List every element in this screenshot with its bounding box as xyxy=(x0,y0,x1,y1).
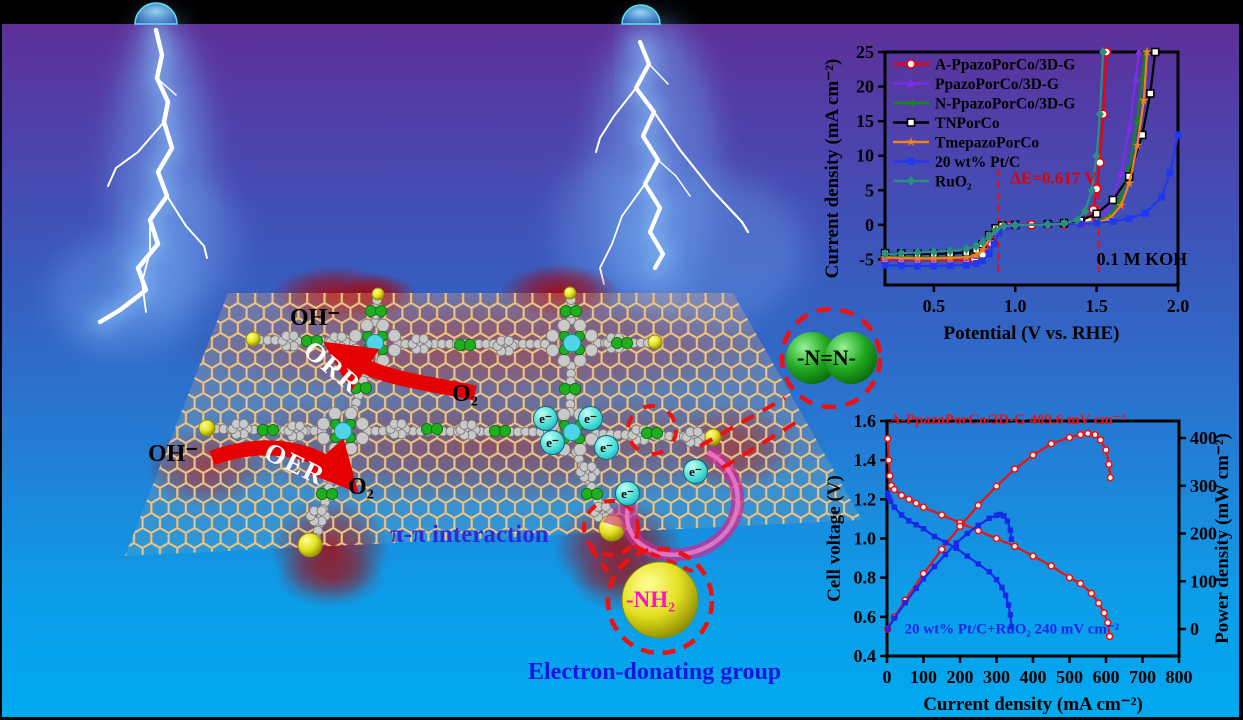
cloud-dome-right xyxy=(621,4,661,25)
oh-reactant-label: OH⁻ xyxy=(148,441,199,467)
azo-group-label: -N=N- xyxy=(797,345,856,370)
oh-product-label: OH⁻ xyxy=(290,305,341,331)
cloud-dome-left xyxy=(134,2,178,25)
electron-icon: e⁻ xyxy=(540,430,565,455)
electron-icon: e⁻ xyxy=(683,459,708,484)
electron-icon: e⁻ xyxy=(533,406,558,431)
o2-reactant-label: O₂ xyxy=(452,381,478,407)
electron-icon: e⁻ xyxy=(615,481,640,506)
electron-icon: e⁻ xyxy=(578,406,603,431)
pi-pi-interaction-label: π-π interaction xyxy=(390,521,549,548)
electron-donating-group-label: Electron-donating group xyxy=(528,659,782,685)
electron-icon: e⁻ xyxy=(594,435,619,460)
nh2-group-label: -NH₂ xyxy=(626,587,676,612)
gradient-background xyxy=(2,24,1239,717)
o2-product-label: O₂ xyxy=(348,474,374,500)
